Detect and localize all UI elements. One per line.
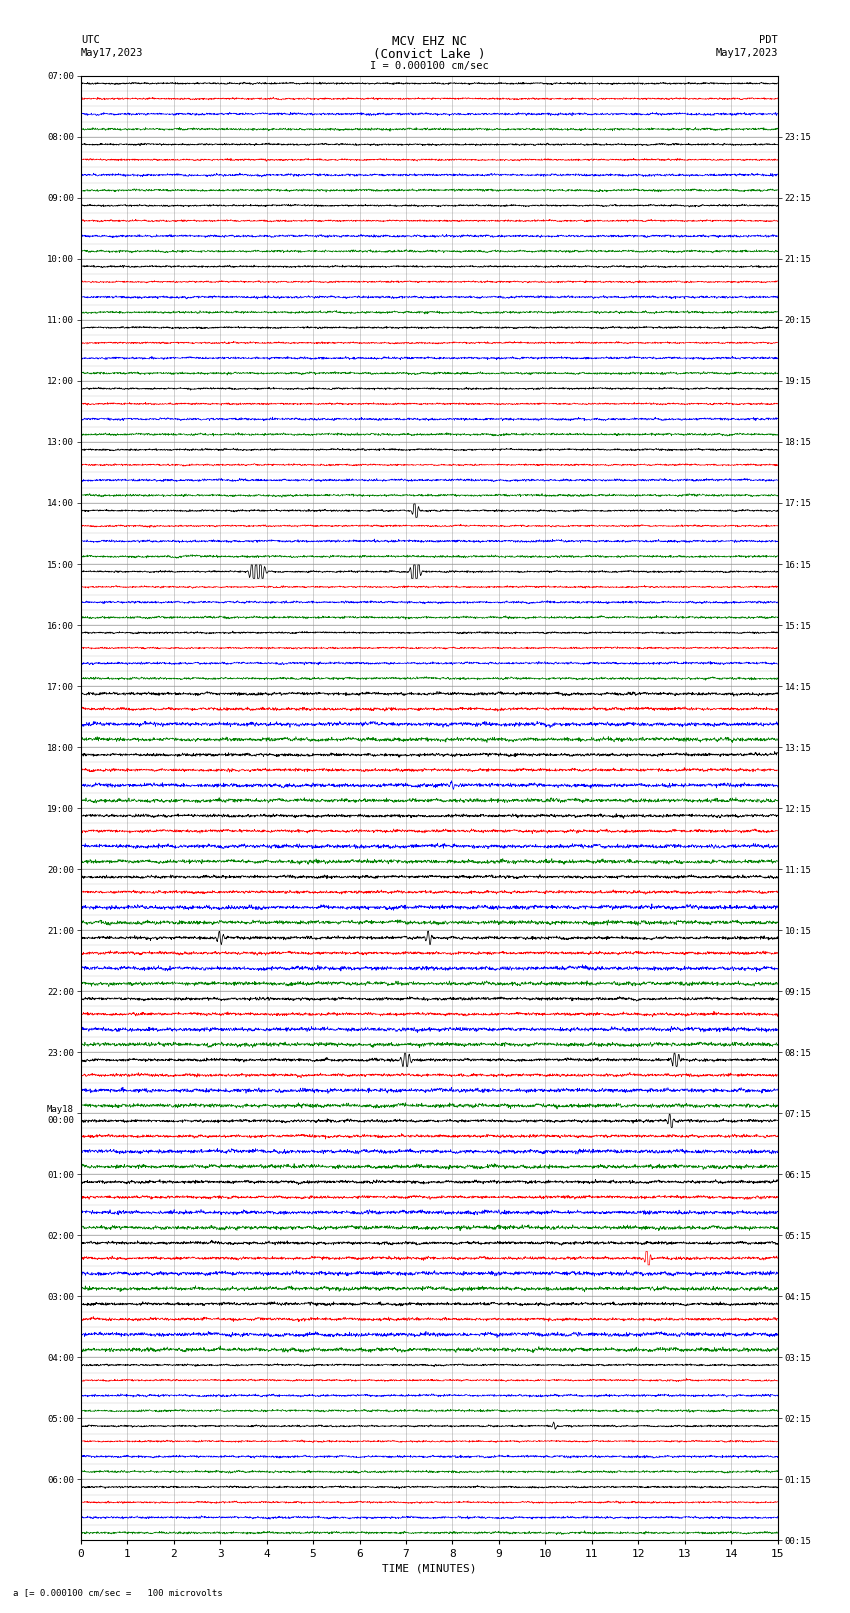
Text: May17,2023: May17,2023 [715,48,778,58]
Text: PDT: PDT [759,35,778,45]
Text: I = 0.000100 cm/sec: I = 0.000100 cm/sec [370,61,489,71]
Text: UTC: UTC [81,35,99,45]
Text: MCV EHZ NC: MCV EHZ NC [392,35,467,48]
Text: May17,2023: May17,2023 [81,48,144,58]
Text: a [= 0.000100 cm/sec =   100 microvolts: a [= 0.000100 cm/sec = 100 microvolts [13,1587,223,1597]
Text: (Convict Lake ): (Convict Lake ) [373,48,485,61]
X-axis label: TIME (MINUTES): TIME (MINUTES) [382,1563,477,1574]
